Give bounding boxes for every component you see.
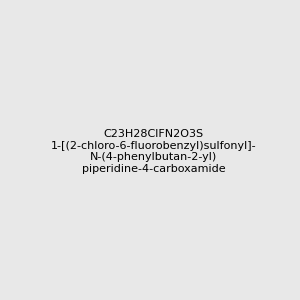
Text: C23H28ClFN2O3S
1-[(2-chloro-6-fluorobenzyl)sulfonyl]-
N-(4-phenylbutan-2-yl)
pip: C23H28ClFN2O3S 1-[(2-chloro-6-fluorobenz… [51,129,256,174]
